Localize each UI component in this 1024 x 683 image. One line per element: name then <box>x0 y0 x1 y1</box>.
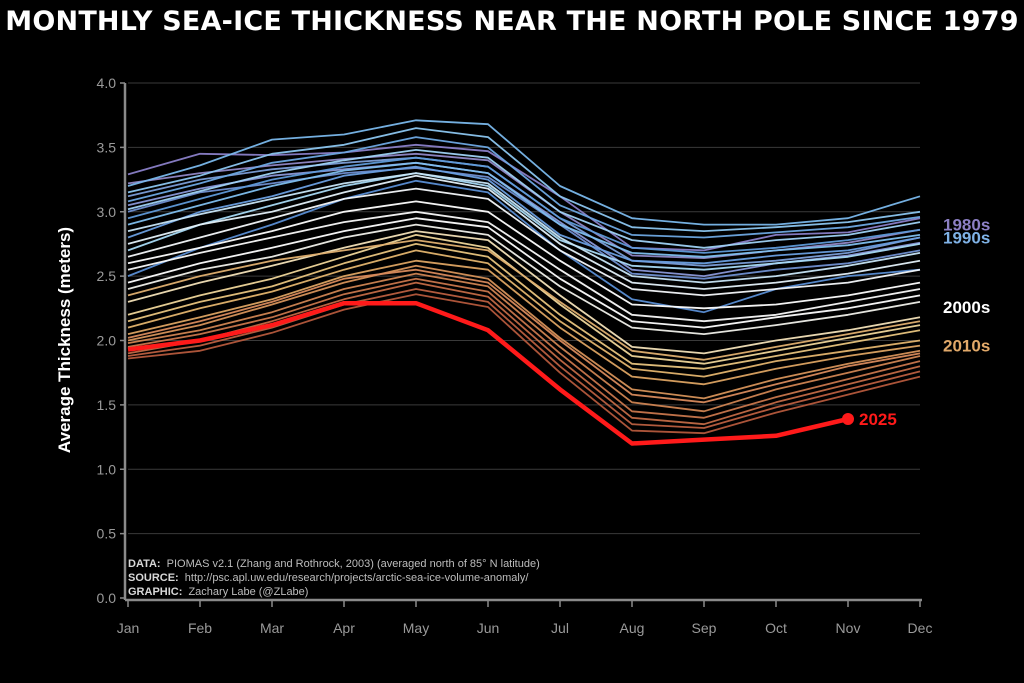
series-line <box>127 136 921 239</box>
y-tick-label: 3.5 <box>97 139 117 155</box>
grid-lines <box>128 82 920 535</box>
footer-source-label: SOURCE: <box>128 572 179 584</box>
footer-source-line: SOURCE: http://psc.apl.uw.edu/research/p… <box>128 572 529 584</box>
series-lines <box>127 119 921 435</box>
series-line <box>127 239 921 361</box>
y-axis-label: Average Thickness (meters) <box>55 227 74 453</box>
highlight-label-2025: 2025 <box>859 410 897 429</box>
y-tick-label: 1.0 <box>97 461 117 477</box>
footer-notes: DATA: PIOMAS v2.1 (Zhang and Rothrock, 2… <box>128 558 540 598</box>
series-line <box>127 148 921 249</box>
series-line <box>127 242 921 370</box>
x-tick-label: Aug <box>620 620 645 636</box>
decade-label: 2000s <box>943 298 990 317</box>
decade-label: 1990s <box>943 229 990 248</box>
series-line <box>127 187 921 297</box>
series-line <box>127 281 921 426</box>
series-line <box>127 172 921 271</box>
series-line <box>127 288 921 429</box>
y-tick-label: 3.0 <box>97 204 117 220</box>
series-line <box>127 268 921 404</box>
footer-graphic-line: GRAPHIC: Zachary Labe (@ZLabe) <box>128 586 308 598</box>
x-tick-label: Oct <box>765 620 787 636</box>
x-tick-label: Jul <box>551 620 569 636</box>
y-tick-label: 4.0 <box>97 75 117 91</box>
x-tick-label: May <box>403 620 429 636</box>
axes <box>120 82 922 607</box>
series-line <box>127 127 921 233</box>
series-line <box>127 143 921 252</box>
series-line <box>127 200 921 310</box>
series-line <box>127 119 921 226</box>
highlight-series: 2025 <box>127 300 897 446</box>
x-tick-label: Mar <box>260 620 284 636</box>
series-line <box>127 167 921 280</box>
x-tick-label: Feb <box>188 620 212 636</box>
series-line <box>127 272 921 413</box>
series-line <box>127 217 921 329</box>
x-tick-label: Apr <box>333 620 355 636</box>
series-line <box>127 277 921 419</box>
footer-data-label: DATA: <box>128 558 161 570</box>
x-tick-label: Dec <box>908 620 933 636</box>
y-tick-label: 0.5 <box>97 526 117 542</box>
x-tick-labels: Jan Feb Mar Apr May Jun Jul Aug Sep Oct Nov Dec <box>117 620 933 636</box>
y-tick-labels: 0.0 0.5 1.0 1.5 2.0 2.5 3.0 3.5 4.0 <box>97 75 117 606</box>
series-line <box>127 259 921 386</box>
footer-graphic-text: Zachary Labe (@ZLabe) <box>188 586 308 598</box>
decade-label: 1980s <box>943 216 990 235</box>
series-line <box>127 249 921 378</box>
chart-title: MONTHLY SEA-ICE THICKNESS NEAR THE NORTH… <box>5 6 1019 37</box>
series-line <box>127 161 921 258</box>
footer-data-text: PIOMAS v2.1 (Zhang and Rothrock, 2003) (… <box>167 558 540 570</box>
y-tick-label: 1.5 <box>97 397 117 413</box>
series-line <box>127 165 921 265</box>
decade-label: 2010s <box>943 337 990 356</box>
series-line <box>127 230 921 355</box>
series-line <box>127 223 921 336</box>
series-line <box>127 210 921 323</box>
series-line <box>127 179 921 314</box>
series-line <box>127 172 921 284</box>
series-line <box>127 174 921 290</box>
x-tick-label: Jun <box>477 620 500 636</box>
footer-data-line: DATA: PIOMAS v2.1 (Zhang and Rothrock, 2… <box>128 558 540 570</box>
highlight-end-marker <box>842 413 854 426</box>
x-tick-label: Nov <box>836 620 861 636</box>
y-tick-label: 2.0 <box>97 333 117 349</box>
series-line <box>127 156 921 254</box>
y-tick-label: 0.0 <box>97 590 117 606</box>
footer-graphic-label: GRAPHIC: <box>128 586 182 598</box>
footer-source-text: http://psc.apl.uw.edu/research/projects/… <box>185 572 530 584</box>
y-tick-label: 2.5 <box>97 268 117 284</box>
series-line <box>127 293 921 435</box>
highlight-line-2025 <box>127 300 849 446</box>
series-line <box>127 264 921 400</box>
x-tick-label: Jan <box>117 620 140 636</box>
x-tick-label: Sep <box>692 620 717 636</box>
